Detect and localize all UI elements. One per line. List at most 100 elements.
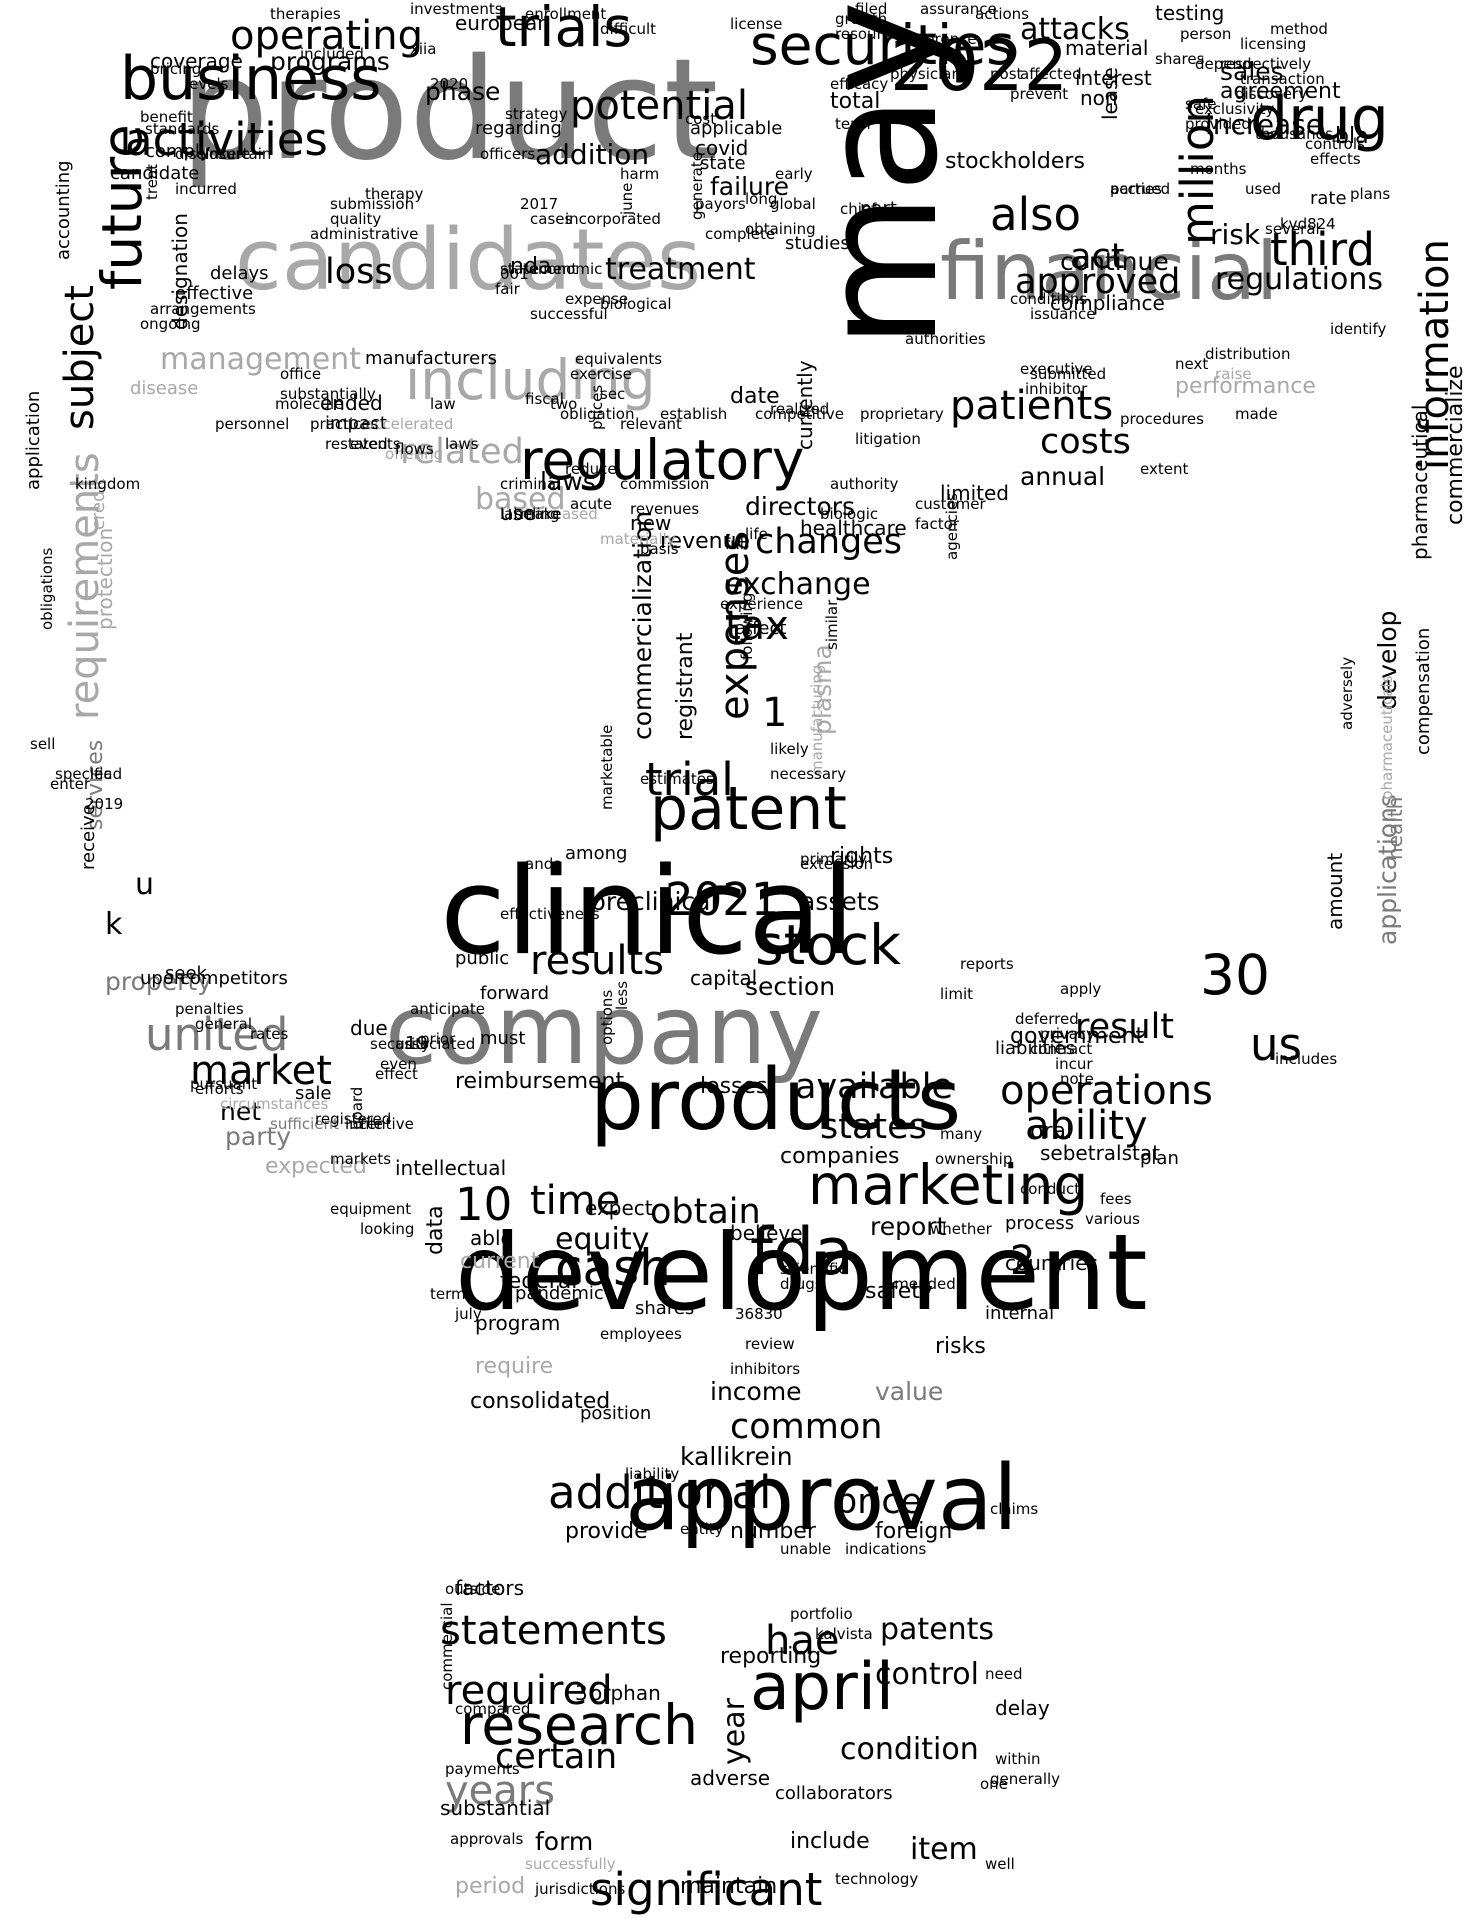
cloud-word: licensing — [1240, 35, 1307, 54]
cloud-word: pharmaceutical — [1408, 404, 1432, 560]
cloud-word: fees — [1100, 1190, 1132, 1209]
cloud-word: compared — [455, 1700, 531, 1719]
cloud-word: cases — [530, 210, 573, 229]
cloud-word: even — [380, 1055, 417, 1074]
cloud-word: global — [770, 195, 816, 214]
cloud-word: operating — [230, 13, 423, 59]
cloud-word: related — [400, 432, 524, 473]
cloud-word: payments — [445, 1760, 520, 1779]
cloud-word: biologic — [820, 505, 879, 524]
cloud-word: laws — [540, 466, 596, 496]
cloud-word: ongoing — [140, 315, 201, 334]
cloud-word: assets — [800, 886, 880, 916]
cloud-word: issuance — [1030, 305, 1096, 324]
cloud-word: stock — [755, 913, 901, 978]
cloud-word: harm — [620, 165, 660, 184]
cloud-word: fda — [750, 1214, 854, 1290]
cloud-word: public — [455, 947, 510, 969]
cloud-word: obligations — [38, 547, 56, 630]
cloud-word: incurred — [175, 180, 237, 199]
cloud-word: total — [830, 89, 881, 115]
cloud-word: officers — [480, 145, 536, 164]
cloud-word: employees — [600, 1325, 682, 1344]
cloud-word: phase — [425, 76, 501, 106]
cloud-word: k — [105, 906, 123, 942]
cloud-word: entity — [680, 1520, 724, 1539]
cloud-word: commercial — [438, 1602, 456, 1691]
cloud-word: enrollment — [525, 5, 607, 24]
cloud-word: long — [745, 190, 778, 209]
cloud-word: costs — [1040, 422, 1131, 463]
cloud-word: require — [475, 1354, 554, 1380]
cloud-word: efficacy — [830, 75, 889, 94]
cloud-word: company — [385, 976, 823, 1087]
cloud-word: common — [730, 1407, 883, 1448]
cloud-word: exercise — [570, 365, 632, 384]
cloud-word: upon — [140, 967, 186, 989]
cloud-word: successfully — [525, 1855, 616, 1874]
cloud-word: laws — [445, 435, 479, 454]
cloud-word: hae — [765, 1618, 840, 1664]
cloud-word: various — [1085, 1210, 1140, 1229]
cloud-word: within — [995, 1750, 1041, 1769]
cloud-word: sec — [600, 385, 626, 404]
cloud-word: control — [875, 1656, 979, 1692]
cloud-word: difficult — [600, 20, 656, 39]
cloud-word: complete — [705, 225, 776, 244]
cloud-word: non — [1080, 86, 1118, 110]
cloud-word: fair — [495, 280, 520, 299]
cloud-word: commission — [620, 475, 710, 494]
cloud-word: claims — [990, 1500, 1039, 1519]
cloud-word: restated — [325, 435, 388, 454]
cloud-word: potential — [570, 83, 748, 129]
cloud-word: revenues — [630, 500, 700, 519]
cloud-word: date — [730, 384, 780, 410]
cloud-word: thousands — [1255, 125, 1333, 144]
cloud-word: factors — [455, 1576, 525, 1600]
cloud-word: standards — [145, 120, 220, 139]
cloud-word: practices — [310, 415, 379, 434]
cloud-word: criminal — [500, 475, 561, 494]
cloud-word: general — [195, 1015, 253, 1034]
cloud-word: conditions — [1010, 290, 1088, 309]
cloud-word: uncertain — [200, 145, 272, 164]
cloud-word: levels — [185, 75, 229, 94]
cloud-word: provided — [1185, 115, 1251, 134]
cloud-word: net — [220, 1096, 262, 1126]
cloud-word: securities — [750, 13, 1015, 78]
cloud-word: contract — [1030, 1040, 1093, 1059]
cloud-word: delays — [210, 262, 269, 284]
cloud-word: foreign — [875, 1519, 953, 1545]
cloud-word: obligation — [560, 405, 635, 424]
cloud-word: candidate — [110, 162, 200, 184]
cloud-word: two — [550, 395, 578, 414]
cloud-word: amended — [885, 1275, 956, 1294]
cloud-word: depend — [1195, 55, 1252, 74]
cloud-word: disclosure — [175, 145, 251, 164]
cloud-word: limit — [940, 985, 973, 1004]
cloud-word: statements — [440, 1608, 667, 1654]
cloud-word: physicians — [890, 65, 969, 84]
cloud-word: certain — [495, 1737, 618, 1778]
cloud-word: rights — [830, 844, 894, 870]
cloud-word: relevant — [620, 415, 682, 434]
cloud-word: including — [405, 348, 656, 413]
cloud-word: extent — [1140, 460, 1189, 479]
cloud-word: 2022 — [890, 24, 1069, 107]
cloud-word: kingdom — [75, 475, 141, 494]
cloud-word: 001 — [500, 265, 529, 284]
cloud-word: nda — [510, 254, 552, 280]
cloud-word: treat — [143, 163, 161, 200]
cloud-word: expense — [565, 290, 629, 309]
cloud-word: proprietary — [860, 405, 944, 424]
cloud-word: benefit — [140, 108, 193, 127]
cloud-word: oral — [1030, 1119, 1073, 1145]
cloud-word: business — [120, 44, 382, 114]
cloud-word: distribution — [1205, 345, 1291, 364]
cloud-word: plans — [1350, 185, 1391, 204]
cloud-word: safe — [1185, 95, 1217, 114]
cloud-word: experience — [720, 595, 804, 614]
cloud-word: fiscal — [525, 390, 564, 409]
cloud-word: offering — [385, 445, 444, 464]
cloud-word: acute — [570, 495, 613, 514]
